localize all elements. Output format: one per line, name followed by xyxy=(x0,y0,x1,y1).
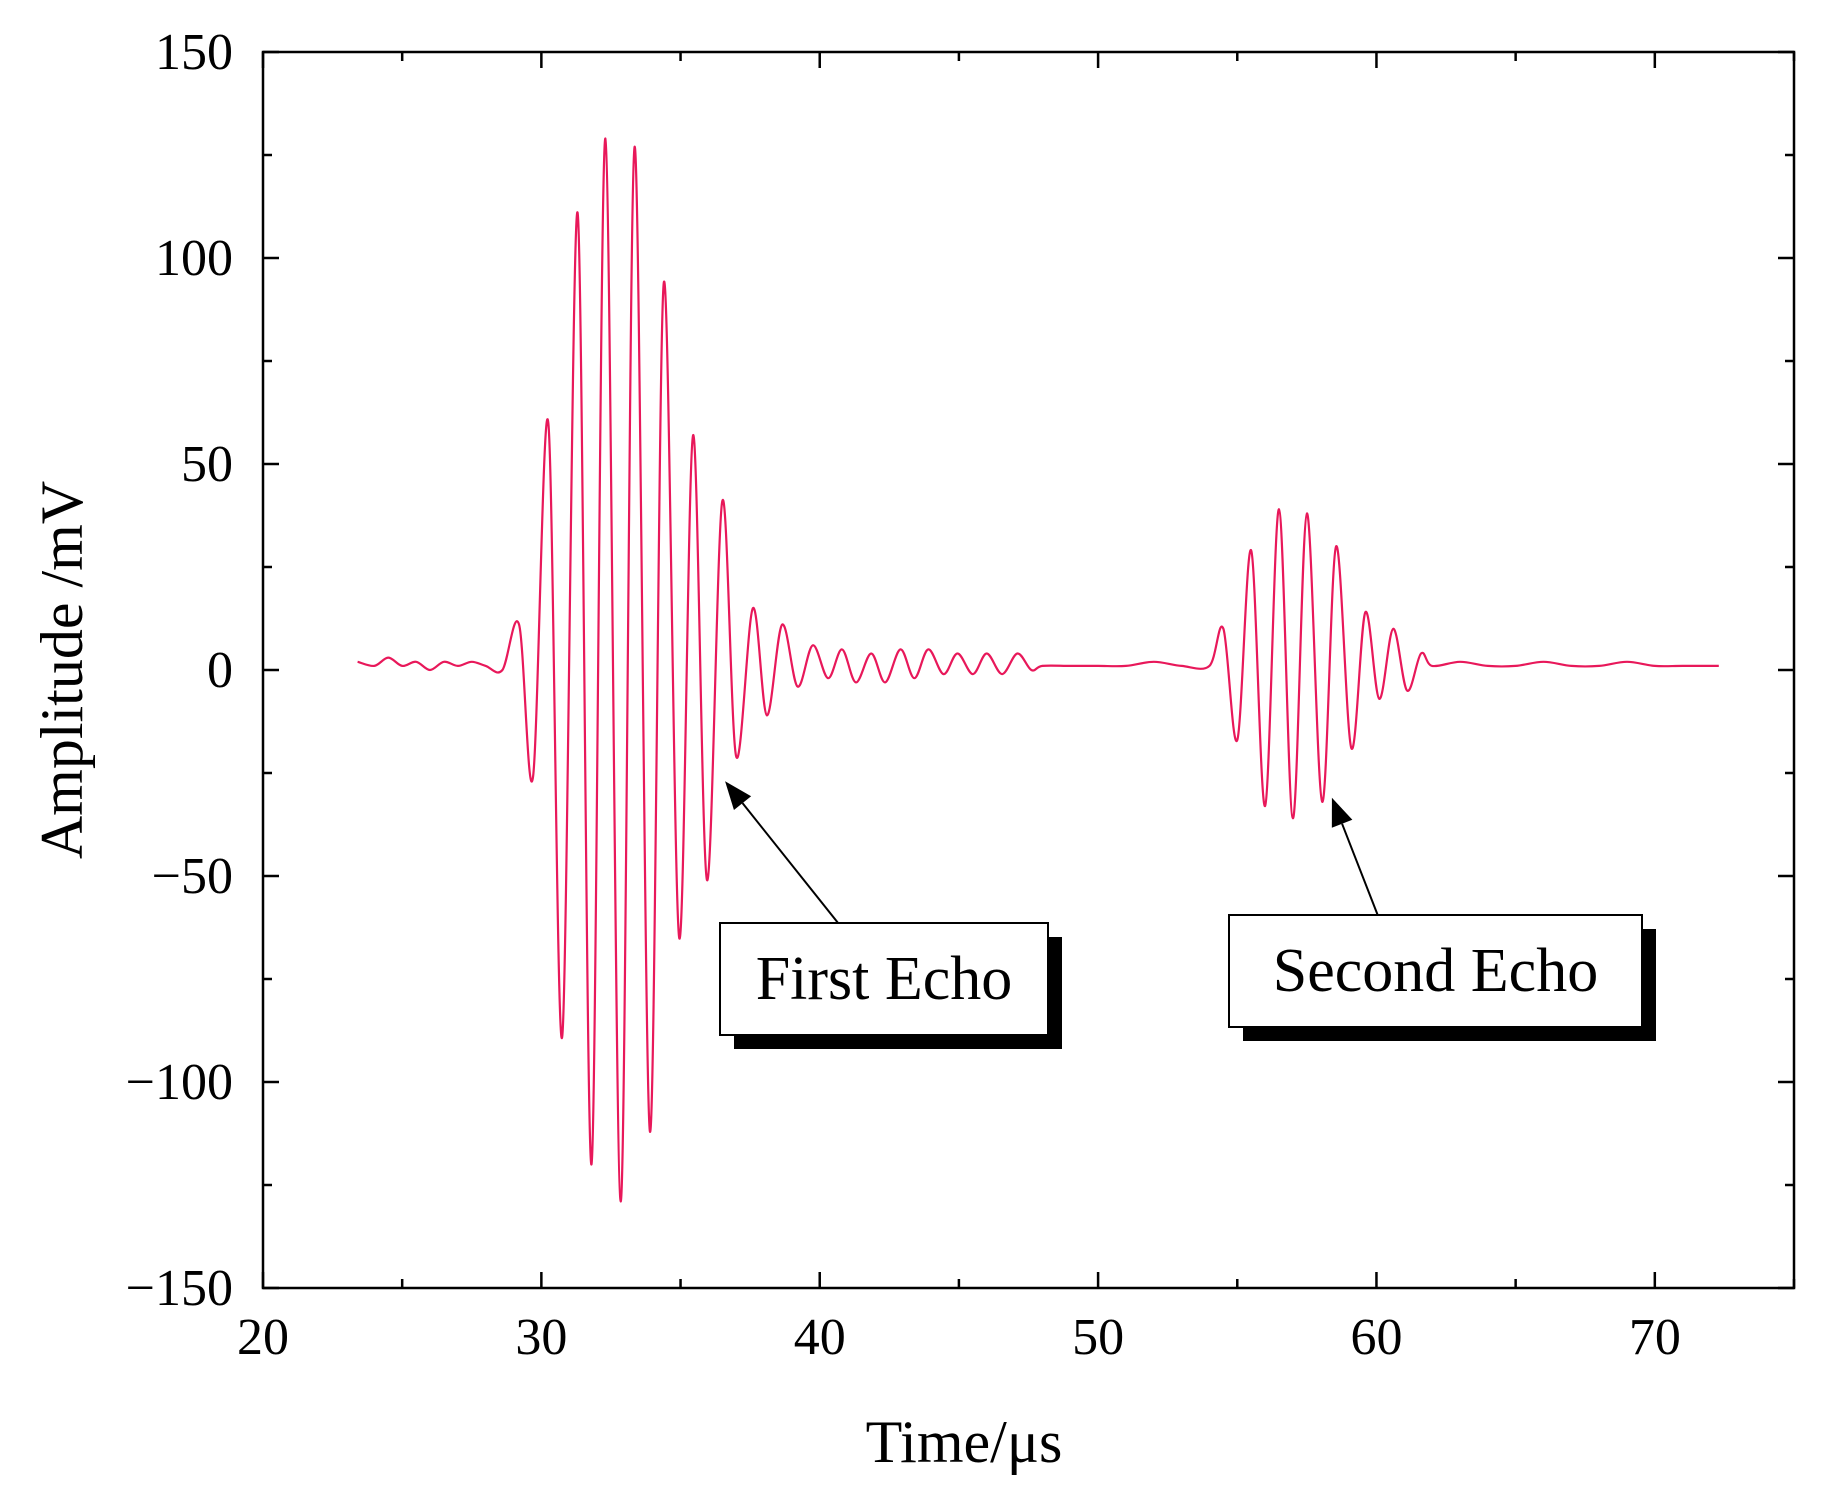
y-tick-label: 150 xyxy=(155,24,233,81)
x-tick-label: 70 xyxy=(1629,1309,1681,1366)
y-tick-label: 0 xyxy=(207,642,233,699)
x-tick-label: 60 xyxy=(1350,1309,1402,1366)
annotation-arrow-line xyxy=(1341,823,1379,916)
y-tick-label: 50 xyxy=(181,436,233,493)
annotation-2: Second Echo xyxy=(1228,797,1656,1041)
annotation-label: First Echo xyxy=(756,945,1013,1013)
annotation-box xyxy=(1228,914,1643,1028)
y-tick-label: −150 xyxy=(126,1260,233,1317)
series-layer xyxy=(357,137,1719,1203)
x-tick-label: 40 xyxy=(794,1309,846,1366)
annotation-label: Second Echo xyxy=(1273,937,1598,1005)
annotation-1: First Echo xyxy=(719,781,1062,1049)
signal-series-line xyxy=(357,137,1719,1203)
annotation-box xyxy=(719,922,1049,1036)
x-tick-label: 20 xyxy=(237,1309,289,1366)
y-tick-label: −50 xyxy=(152,848,233,905)
annotation-arrowhead xyxy=(725,781,752,810)
annotation-arrowhead xyxy=(1331,797,1353,828)
y-tick-label: 100 xyxy=(155,230,233,287)
plot-frame xyxy=(261,50,1796,1290)
x-tick-labels: 20 30 40 50 60 70 xyxy=(237,1309,1681,1366)
annotation-arrow-line xyxy=(741,802,839,924)
y-axis-title: Amplitude /mV xyxy=(29,481,95,859)
x-tick-label: 30 xyxy=(515,1309,567,1366)
annotation-layer: First Echo Second Echo xyxy=(719,781,1656,1049)
x-tick-label: 50 xyxy=(1072,1309,1124,1366)
y-tick-label: −100 xyxy=(126,1054,233,1111)
x-axis-title: Time/μs xyxy=(866,1409,1063,1475)
y-tick-labels: −150 −100 −50 0 50 100 150 xyxy=(126,24,233,1317)
